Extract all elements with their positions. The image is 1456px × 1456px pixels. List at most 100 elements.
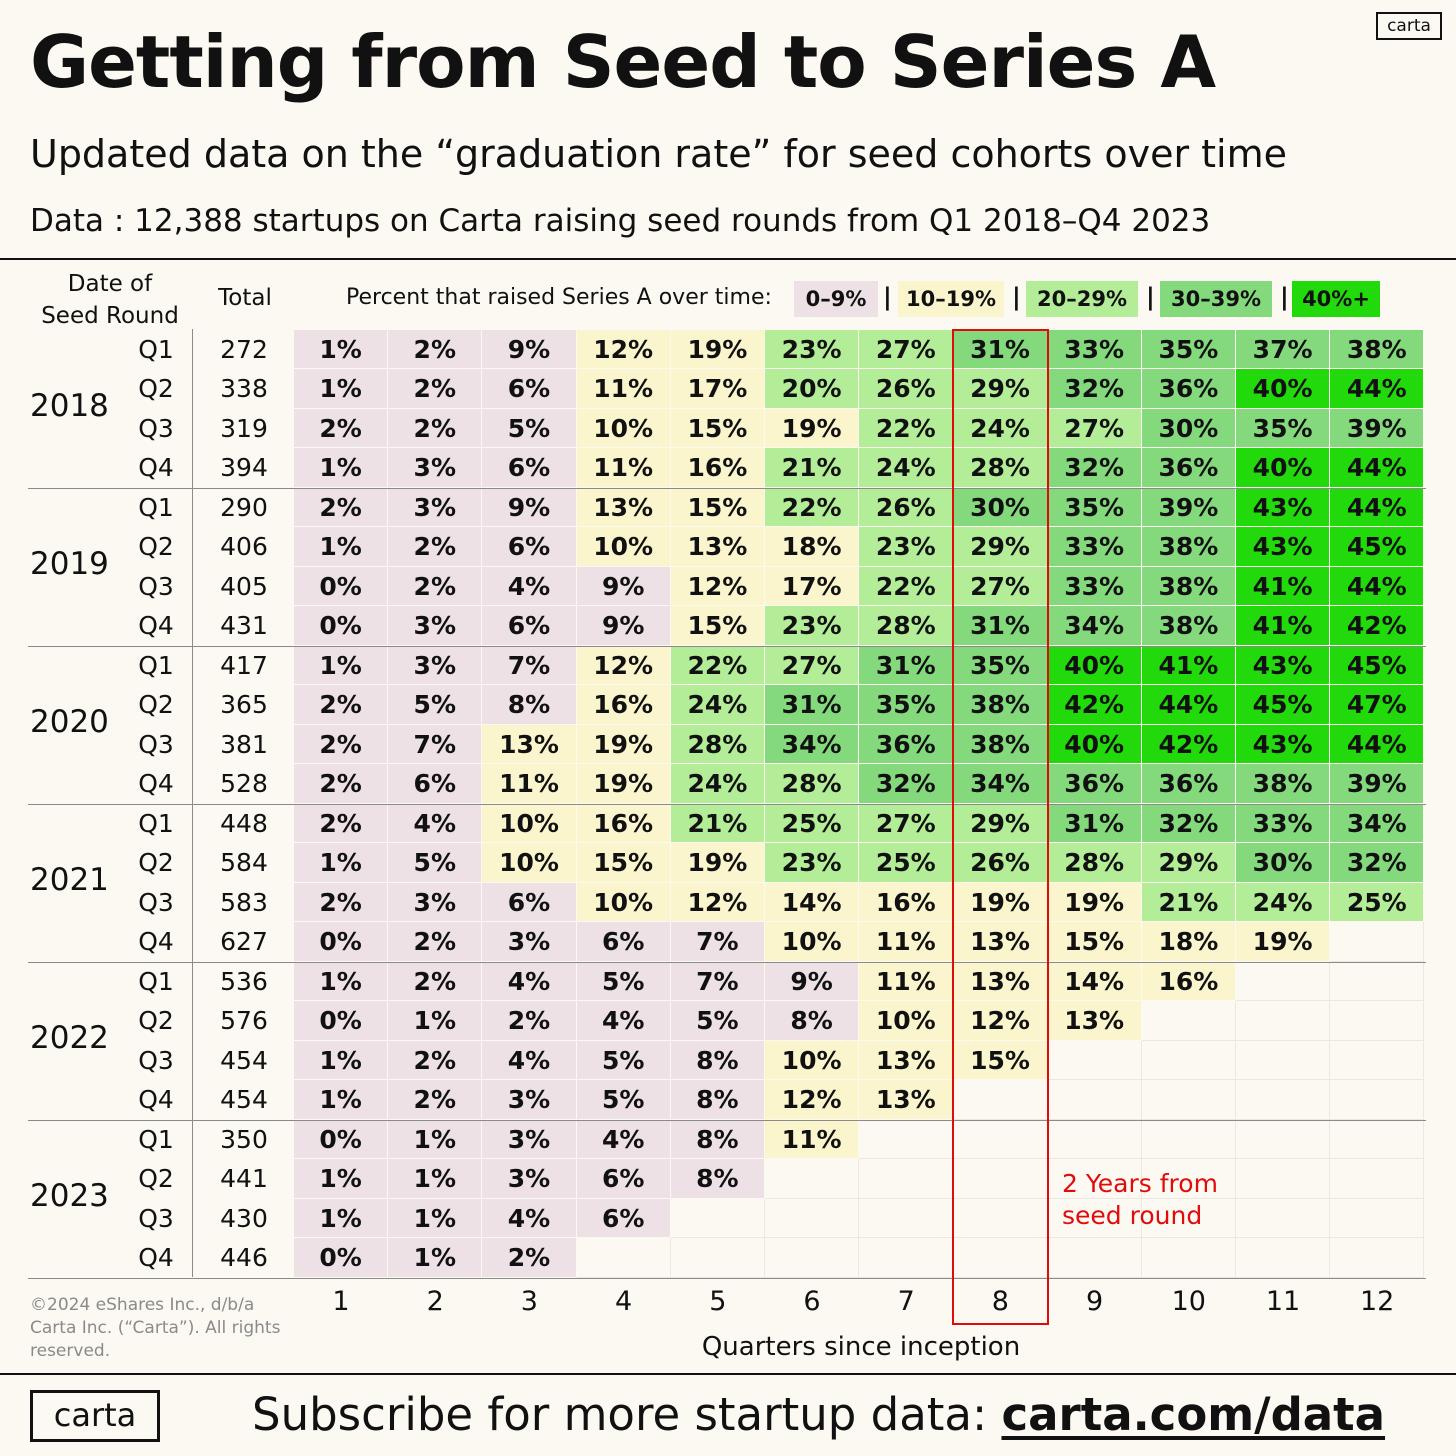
heatmap-cell: 3% (388, 487, 483, 527)
heatmap-cell: 0% (294, 566, 389, 606)
heatmap-cell: 5% (388, 685, 483, 725)
heatmap-cell: 30% (953, 487, 1048, 527)
empty-cell (1330, 1001, 1425, 1041)
annotation-line1: 2 Years from (1062, 1169, 1218, 1198)
row-total: 446 (220, 1243, 268, 1272)
heatmap-cell: 19% (576, 764, 671, 804)
x-tick-label: 2 (426, 1286, 444, 1317)
empty-cell (859, 1119, 954, 1159)
empty-cell (1330, 1119, 1425, 1159)
heatmap-cell: 5% (482, 408, 577, 448)
heatmap-cell: 16% (859, 882, 954, 922)
heatmap-cell: 4% (576, 1119, 671, 1159)
year-label: 2018 (30, 387, 109, 424)
x-tick-label: 5 (709, 1286, 727, 1317)
heatmap-cell: 44% (1141, 685, 1236, 725)
heatmap-cell: 21% (765, 448, 860, 488)
empty-cell (1047, 1040, 1142, 1080)
x-tick-label: 8 (991, 1286, 1009, 1317)
heatmap-cell: 5% (576, 1040, 671, 1080)
empty-cell (859, 1198, 954, 1238)
heatmap-cell: 1% (294, 1040, 389, 1080)
heatmap-cell: 1% (388, 1159, 483, 1199)
heatmap-cell: 27% (765, 645, 860, 685)
heatmap-cell: 23% (765, 329, 860, 369)
heatmap-cell: 26% (953, 843, 1048, 883)
empty-cell (1330, 1080, 1425, 1120)
legend-separator: | (1146, 283, 1155, 311)
heatmap-cell: 2% (294, 882, 389, 922)
heatmap-cell: 3% (388, 645, 483, 685)
year-separator (28, 645, 1426, 647)
heatmap-cell: 44% (1330, 487, 1425, 527)
empty-cell (1141, 1238, 1236, 1278)
heatmap-cell: 8% (765, 1001, 860, 1041)
heatmap-cell: 25% (765, 803, 860, 843)
annotation-line2: seed round (1062, 1201, 1203, 1230)
heatmap-cell: 2% (482, 1001, 577, 1041)
quarter-label: Q3 (138, 729, 174, 759)
empty-cell (1141, 1001, 1236, 1041)
heatmap-cell: 1% (294, 448, 389, 488)
empty-cell (1236, 1119, 1331, 1159)
x-tick-label: 11 (1265, 1286, 1301, 1317)
empty-cell (1141, 1080, 1236, 1120)
heatmap-cell: 33% (1047, 527, 1142, 567)
heatmap-cell: 1% (294, 645, 389, 685)
heatmap-cell: 27% (1047, 408, 1142, 448)
heatmap-cell: 4% (482, 566, 577, 606)
x-tick-label: 6 (803, 1286, 821, 1317)
empty-cell (1141, 1040, 1236, 1080)
quarter-label: Q3 (138, 1203, 174, 1233)
heatmap-cell: 10% (576, 882, 671, 922)
heatmap-cell: 24% (670, 764, 765, 804)
heatmap-cell: 17% (765, 566, 860, 606)
row-total: 319 (220, 413, 268, 443)
heatmap-cell: 2% (294, 724, 389, 764)
heatmap-cell: 9% (576, 566, 671, 606)
heatmap-cell: 4% (482, 1198, 577, 1238)
empty-cell (1141, 1159, 1236, 1199)
heatmap-cell: 26% (859, 487, 954, 527)
heatmap-cell: 2% (482, 1238, 577, 1278)
header-date-line1: Date of (67, 271, 153, 297)
heatmap-cell: 15% (670, 487, 765, 527)
heatmap-cell: 34% (765, 724, 860, 764)
data-note: Data : 12,388 startups on Carta raising … (30, 203, 1211, 239)
heatmap-cell: 1% (294, 527, 389, 567)
heatmap-cell: 9% (482, 329, 577, 369)
row-total: 627 (220, 927, 268, 956)
heatmap-cell: 28% (670, 724, 765, 764)
heatmap-cell: 1% (388, 1001, 483, 1041)
heatmap-cell: 3% (482, 1080, 577, 1120)
legend-separator: | (883, 283, 892, 311)
heatmap-cell: 32% (1141, 803, 1236, 843)
heatmap-cell: 4% (576, 1001, 671, 1041)
empty-cell (1047, 1080, 1142, 1120)
copyright: ©2024 eShares Inc., d/b/a Carta Inc. (“C… (30, 1294, 290, 1363)
heatmap-cell: 9% (765, 961, 860, 1001)
heatmap-cell: 16% (576, 685, 671, 725)
heatmap-cell: 32% (1047, 448, 1142, 488)
heatmap-cell: 13% (859, 1080, 954, 1120)
grid-bottom-rule (28, 1277, 1426, 1279)
carta-data-link[interactable]: carta.com/data (1001, 1388, 1386, 1441)
heatmap-cell: 9% (482, 487, 577, 527)
copyright-line3: reserved. (30, 1341, 111, 1361)
heatmap-cell: 3% (482, 922, 577, 962)
heatmap-cell: 32% (859, 764, 954, 804)
heatmap-cell: 11% (859, 961, 954, 1001)
heatmap-cell: 10% (576, 408, 671, 448)
annotation-two-years: 2 Years from seed round (1062, 1168, 1218, 1232)
heatmap-cell: 13% (859, 1040, 954, 1080)
heatmap-cell: 24% (859, 448, 954, 488)
heatmap-cell: 3% (482, 1119, 577, 1159)
heatmap-cell: 38% (1330, 329, 1425, 369)
year-label: 2021 (30, 861, 109, 898)
quarter-label: Q2 (138, 532, 174, 561)
heatmap-cell: 1% (294, 1159, 389, 1199)
heatmap-cell: 3% (388, 882, 483, 922)
heatmap-cell: 3% (388, 448, 483, 488)
heatmap-cell: 7% (482, 645, 577, 685)
heatmap-cell: 2% (294, 764, 389, 804)
